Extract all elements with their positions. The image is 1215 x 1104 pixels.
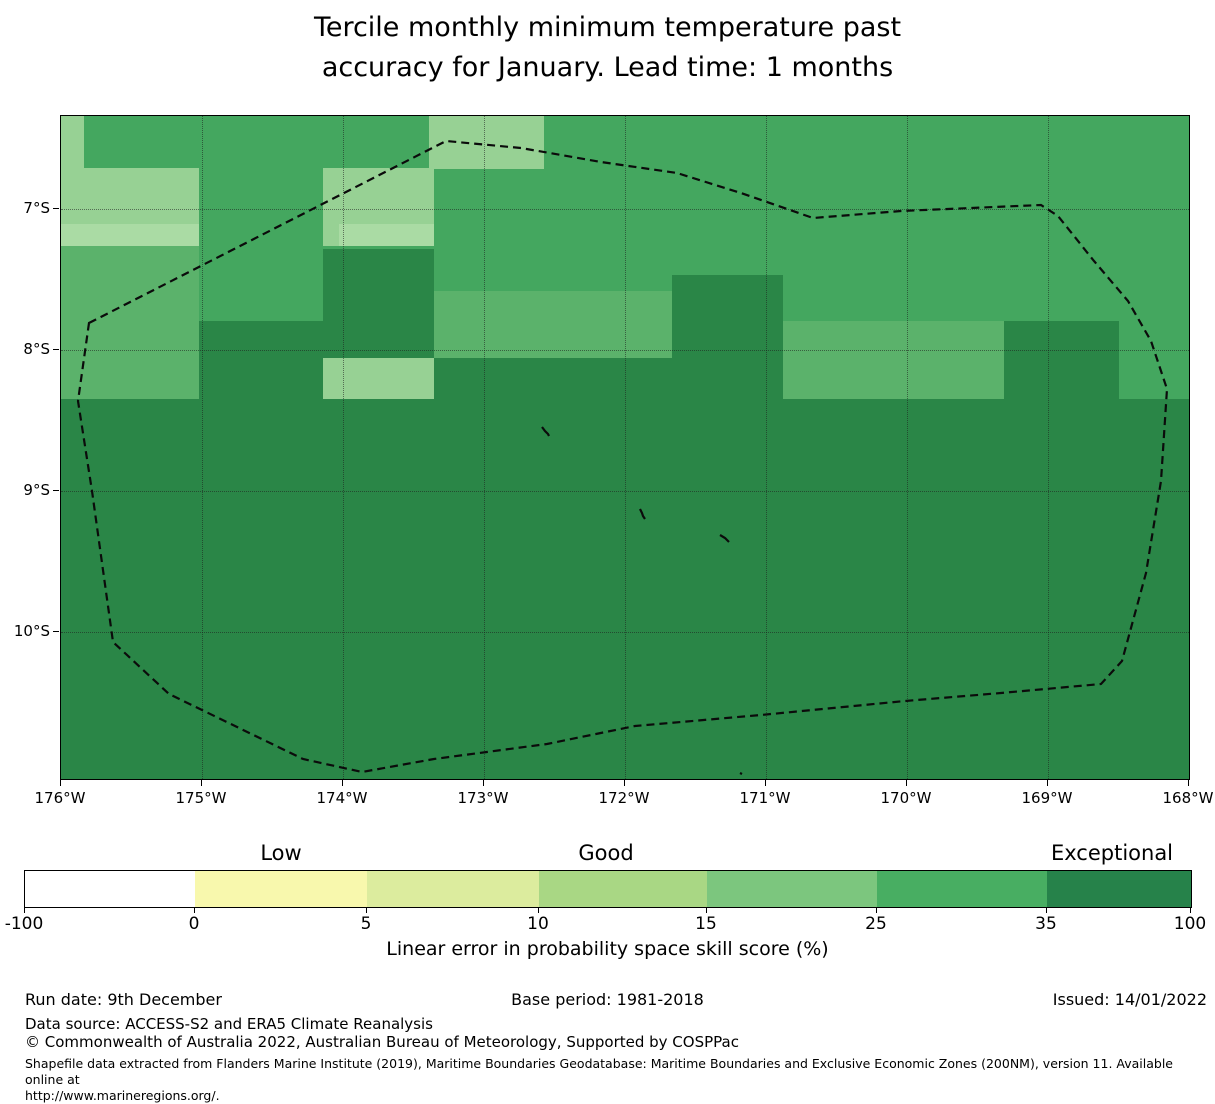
- grid-line-vertical: [625, 116, 626, 779]
- colorbar-tick-label: 0: [188, 914, 200, 934]
- map-cell: [61, 116, 84, 168]
- x-axis-tick: [483, 780, 484, 786]
- colorbar-tick: [194, 908, 195, 913]
- base-period: Base period: 1981-2018: [511, 990, 704, 1009]
- map-cell: [323, 358, 434, 399]
- x-axis-tick: [624, 780, 625, 786]
- colorbar-tick: [706, 908, 707, 913]
- island-mark: [739, 772, 743, 775]
- x-axis-tick-label: 169°W: [1021, 789, 1073, 807]
- eez-overlay: [76, 139, 1169, 775]
- x-axis-tick: [60, 780, 61, 786]
- colorbar-tick-label: 10: [527, 914, 549, 934]
- grid-line-vertical: [484, 116, 485, 779]
- y-axis-tick: [53, 208, 59, 209]
- map-cell: [323, 168, 434, 224]
- map-cell: [434, 291, 672, 358]
- data-source: Data source: ACCESS-S2 and ERA5 Climate …: [25, 1015, 433, 1033]
- colorbar-segment: [539, 871, 707, 907]
- grid-line-horizontal: [61, 491, 1189, 492]
- colorbar-segment: [367, 871, 539, 907]
- colorbar-tick: [1046, 908, 1047, 913]
- grid-line-vertical: [202, 116, 203, 779]
- colorbar-tick: [24, 908, 25, 913]
- map-panel: [60, 115, 1190, 780]
- x-axis-tick-label: 175°W: [175, 789, 227, 807]
- map-cell: [61, 168, 199, 224]
- island-mark: [719, 534, 730, 543]
- x-axis-tick-label: 171°W: [739, 789, 791, 807]
- x-axis-tick: [1047, 780, 1048, 786]
- map-cell: [434, 358, 783, 399]
- colorbar-tick-label: 25: [865, 914, 887, 934]
- grid-line-vertical: [343, 116, 344, 779]
- colorbar-class-label: Good: [578, 841, 634, 865]
- map-cell: [783, 321, 1004, 399]
- grid-line-horizontal: [61, 209, 1189, 210]
- colorbar: [24, 870, 1192, 908]
- x-axis-tick: [765, 780, 766, 786]
- map-cell: [672, 275, 783, 358]
- y-axis-tick-label: 8°S: [23, 340, 50, 358]
- colorbar-segment: [1047, 871, 1191, 907]
- map-cell: [429, 116, 544, 169]
- eez-boundary-path: [76, 139, 1169, 774]
- colorbar-segment: [707, 871, 877, 907]
- map-cell: [61, 224, 199, 246]
- map-cell: [1004, 321, 1119, 399]
- shapefile-note-line2: http://www.marineregions.org/.: [25, 1088, 220, 1103]
- x-axis-tick: [201, 780, 202, 786]
- grid-line-vertical: [766, 116, 767, 779]
- x-axis-tick: [1188, 780, 1189, 786]
- y-axis-tick-label: 9°S: [23, 481, 50, 499]
- x-axis-tick: [906, 780, 907, 786]
- y-axis-tick-label: 7°S: [23, 199, 50, 217]
- colorbar-axis-label: Linear error in probability space skill …: [386, 938, 829, 960]
- x-axis-tick: [342, 780, 343, 786]
- y-axis-tick: [53, 349, 59, 350]
- colorbar-tick: [1190, 908, 1191, 913]
- grid-line-horizontal: [61, 350, 1189, 351]
- map-cell: [323, 224, 339, 246]
- y-axis-tick: [53, 631, 59, 632]
- shapefile-note: Shapefile data extracted from Flanders M…: [25, 1056, 1195, 1104]
- map-cell: [323, 249, 434, 358]
- grid-line-horizontal: [61, 632, 1189, 633]
- x-axis-tick-label: 168°W: [1162, 789, 1214, 807]
- issued-date: Issued: 14/01/2022: [1052, 990, 1207, 1009]
- colorbar-tick-label: 15: [695, 914, 717, 934]
- grid-line-vertical: [1048, 116, 1049, 779]
- shapefile-note-line1: Shapefile data extracted from Flanders M…: [25, 1056, 1173, 1087]
- colorbar-tick: [538, 908, 539, 913]
- colorbar-tick-label: 35: [1035, 914, 1057, 934]
- colorbar-tick-label: 5: [360, 914, 372, 934]
- x-axis-tick-label: 170°W: [880, 789, 932, 807]
- chart-title: Tercile monthly minimum temperature past…: [0, 8, 1215, 88]
- colorbar-tick: [366, 908, 367, 913]
- map-cell: [199, 321, 323, 399]
- run-date: Run date: 9th December: [25, 990, 222, 1009]
- island-mark: [639, 508, 646, 520]
- chart-title-line1: Tercile monthly minimum temperature past: [313, 12, 902, 43]
- x-axis-tick-label: 172°W: [598, 789, 650, 807]
- x-axis-tick-label: 173°W: [457, 789, 509, 807]
- chart-title-line2: accuracy for January. Lead time: 1 month…: [321, 52, 894, 83]
- x-axis-tick-label: 174°W: [316, 789, 368, 807]
- colorbar-tick: [876, 908, 877, 913]
- copyright: © Commonwealth of Australia 2022, Austra…: [25, 1033, 739, 1051]
- y-axis-tick-label: 10°S: [13, 622, 50, 640]
- map-cell: [339, 224, 434, 246]
- colorbar-class-label: Low: [260, 841, 302, 865]
- colorbar-class-label: Exceptional: [1050, 841, 1174, 865]
- grid-line-vertical: [907, 116, 908, 779]
- colorbar-segment: [877, 871, 1047, 907]
- colorbar-segment: [25, 871, 195, 907]
- y-axis-tick: [53, 490, 59, 491]
- colorbar-segment: [195, 871, 367, 907]
- colorbar-tick-label: 100: [1173, 914, 1207, 934]
- island-mark: [541, 426, 550, 437]
- x-axis-tick-label: 176°W: [34, 789, 86, 807]
- colorbar-tick-label: -100: [4, 914, 44, 934]
